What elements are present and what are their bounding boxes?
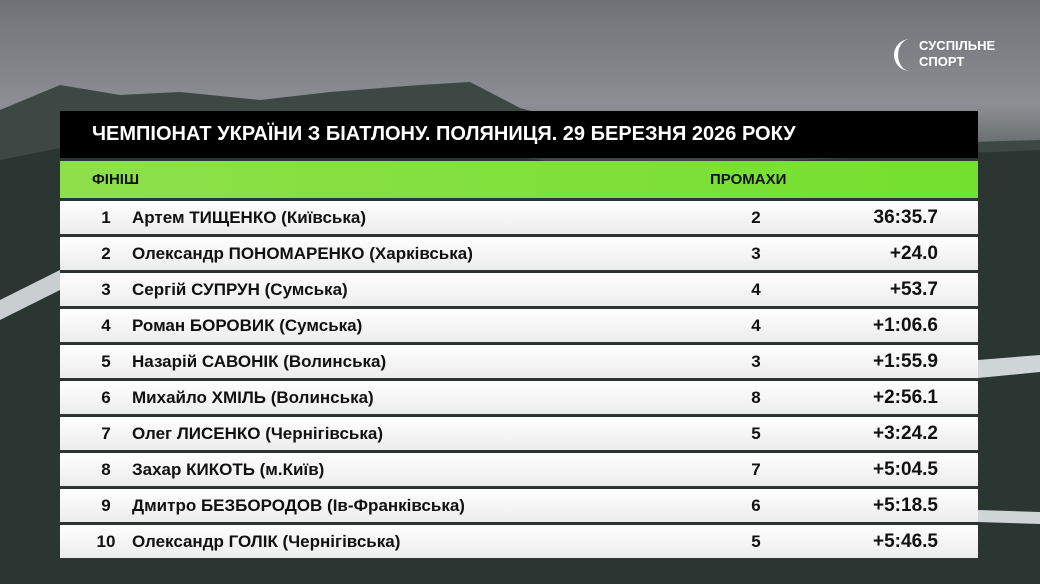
athlete-name: Олег ЛИСЕНКО (Чернігівська) [132,424,383,443]
result-row: 9 Дмитро БЕЗБОРОДОВ (Ів-Франківська) 6 +5:1… [60,489,978,522]
logo-icon [894,39,910,71]
misses: 5 [751,532,761,551]
rank: 5 [101,352,111,371]
athlete-name: Дмитро БЕЗБОРОДОВ (Ів-Франківська) [132,496,465,515]
logo: СУСПІЛЬНЕ СПОРТ [893,38,996,71]
time: +53.7 [889,279,938,300]
misses: 5 [751,424,761,443]
athlete-name: Артем ТИЩЕНКО (Київська) [132,208,366,227]
misses: 7 [751,460,761,479]
rank: 3 [101,280,111,299]
rank: 8 [101,460,111,479]
rank: 9 [101,496,111,515]
result-row: 10 Олександр ГОЛІК (Чернігівська) 5 +5:46.5 [60,525,978,558]
rank: 1 [101,208,111,227]
time: +1:06.6 [873,315,938,336]
title: ЧЕМПІОНАТ УКРАЇНИ З БІАТЛОНУ. ПОЛЯНИЦЯ. … [60,111,978,158]
time: +5:04.5 [873,459,938,480]
time: +1:55.9 [873,351,938,372]
rank: 4 [101,316,111,335]
athlete-name: Олександр ГОЛІК (Чернігівська) [132,532,401,551]
athlete-name: Сергій СУПРУН (Сумська) [132,280,348,299]
result-row: 2 Олександр ПОНОМАРЕНКО (Харківська) 3 +24.… [60,237,978,270]
rank: 2 [101,244,111,263]
time: +5:46.5 [873,531,938,552]
result-row: 3 Сергій СУПРУН (Сумська) 4 +53.7 [60,273,978,306]
result-row: 5 Назарій САВОНІК (Волинська) 3 +1:55.9 [60,345,978,378]
time: +5:18.5 [873,495,938,516]
athlete-name: Захар КИКОТЬ (м.Київ) [132,460,325,479]
result-row: 7 Олег ЛИСЕНКО (Чернігівська) 5 +3:24.2 [60,417,978,450]
result-row: 6 Михайло ХМІЛЬ (Волинська) 8 +2:56.1 [60,381,978,414]
rank: 6 [101,388,111,407]
misses: 4 [751,316,761,335]
header-misses: ПРОМАХИ [710,171,787,188]
athlete-name: Назарій САВОНІК (Волинська) [132,352,387,371]
misses: 6 [751,496,761,515]
logo-line1: СУСПІЛЬНЕ [919,38,996,53]
athlete-name: Михайло ХМІЛЬ (Волинська) [132,388,374,407]
time: +2:56.1 [873,387,938,408]
rank: 7 [101,424,111,443]
athlete-name: Олександр ПОНОМАРЕНКО (Харківська) [132,244,473,263]
rank: 10 [96,532,116,551]
misses: 8 [751,388,761,407]
result-row: 8 Захар КИКОТЬ (м.Київ) 7 +5:04.5 [60,453,978,486]
time: 36:35.7 [873,207,938,228]
result-row: 4 Роман БОРОВИК (Сумська) 4 +1:06.6 [60,309,978,342]
logo-line2: СПОРТ [919,54,965,69]
table-header: ФІНІШ ПРОМАХИ [60,161,978,198]
athlete-name: Роман БОРОВИК (Сумська) [132,316,363,335]
misses: 4 [751,280,761,299]
misses: 3 [751,352,761,371]
misses: 3 [751,244,761,263]
result-row: 1 Артем ТИЩЕНКО (Київська) 2 36:35.7 [60,201,978,234]
header-finish: ФІНІШ [92,171,140,188]
time: +24.0 [889,243,938,264]
time: +3:24.2 [873,423,938,444]
misses: 2 [751,208,761,227]
